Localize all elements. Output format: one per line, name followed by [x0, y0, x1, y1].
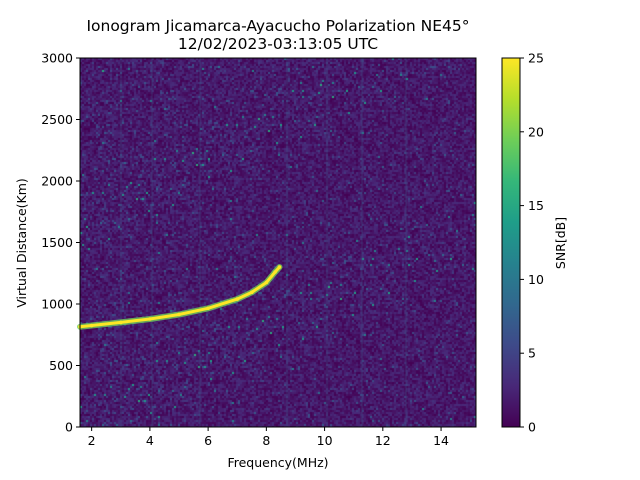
colorbar-tick-label: 25	[528, 51, 544, 66]
y-axis-label: Virtual Distance(Km)	[14, 178, 29, 308]
echo-trace-point	[118, 320, 123, 325]
echo-trace-point	[273, 270, 277, 274]
colorbar: 0 5 10 15 20 25	[501, 51, 544, 435]
x-tick-label: 10	[317, 433, 333, 448]
y-tick-label: 1000	[41, 297, 73, 312]
x-tick-label: 4	[146, 433, 154, 448]
y-tick-label: 2000	[41, 174, 73, 189]
x-tick-label: 12	[375, 433, 391, 448]
echo-trace-point	[277, 265, 282, 269]
snr-heatmap-noise	[80, 58, 476, 427]
echo-trace-point	[206, 306, 210, 311]
colorbar-label: SNR[dB]	[553, 217, 568, 269]
x-axis: 2 4 6 8 10 12 14	[88, 427, 449, 448]
colorbar-gradient	[501, 57, 521, 428]
x-axis-label: Frequency(MHz)	[227, 455, 328, 470]
echo-trace-point	[264, 280, 269, 285]
x-tick-label: 14	[433, 433, 449, 448]
colorbar-tick-label: 20	[528, 124, 544, 139]
chart-subtitle: 12/02/2023-03:13:05 UTC	[178, 35, 378, 53]
colorbar-tick-label: 5	[528, 346, 536, 361]
colorbar-tick-label: 15	[528, 198, 544, 213]
x-tick-label: 2	[88, 433, 96, 448]
x-tick-label: 6	[204, 433, 212, 448]
echo-trace-point	[249, 290, 254, 295]
y-axis: 0 500 1000 1500 2000 2500 3000	[41, 51, 80, 435]
plot-area	[77, 57, 477, 428]
y-tick-label: 3000	[41, 51, 73, 66]
y-tick-label: 500	[49, 358, 73, 373]
x-tick-label: 8	[262, 433, 270, 448]
colorbar-tick-label: 10	[528, 272, 544, 287]
y-tick-label: 1500	[41, 235, 73, 250]
y-tick-label: 2500	[41, 112, 73, 127]
echo-trace-point	[177, 312, 181, 317]
echo-trace-point	[148, 317, 152, 321]
chart-title: Ionogram Jicamarca-Ayacucho Polarization…	[86, 17, 469, 35]
colorbar-tick-label: 0	[528, 420, 536, 435]
y-tick-label: 0	[65, 420, 73, 435]
echo-trace-point	[89, 323, 94, 328]
echo-trace-point	[235, 297, 240, 301]
